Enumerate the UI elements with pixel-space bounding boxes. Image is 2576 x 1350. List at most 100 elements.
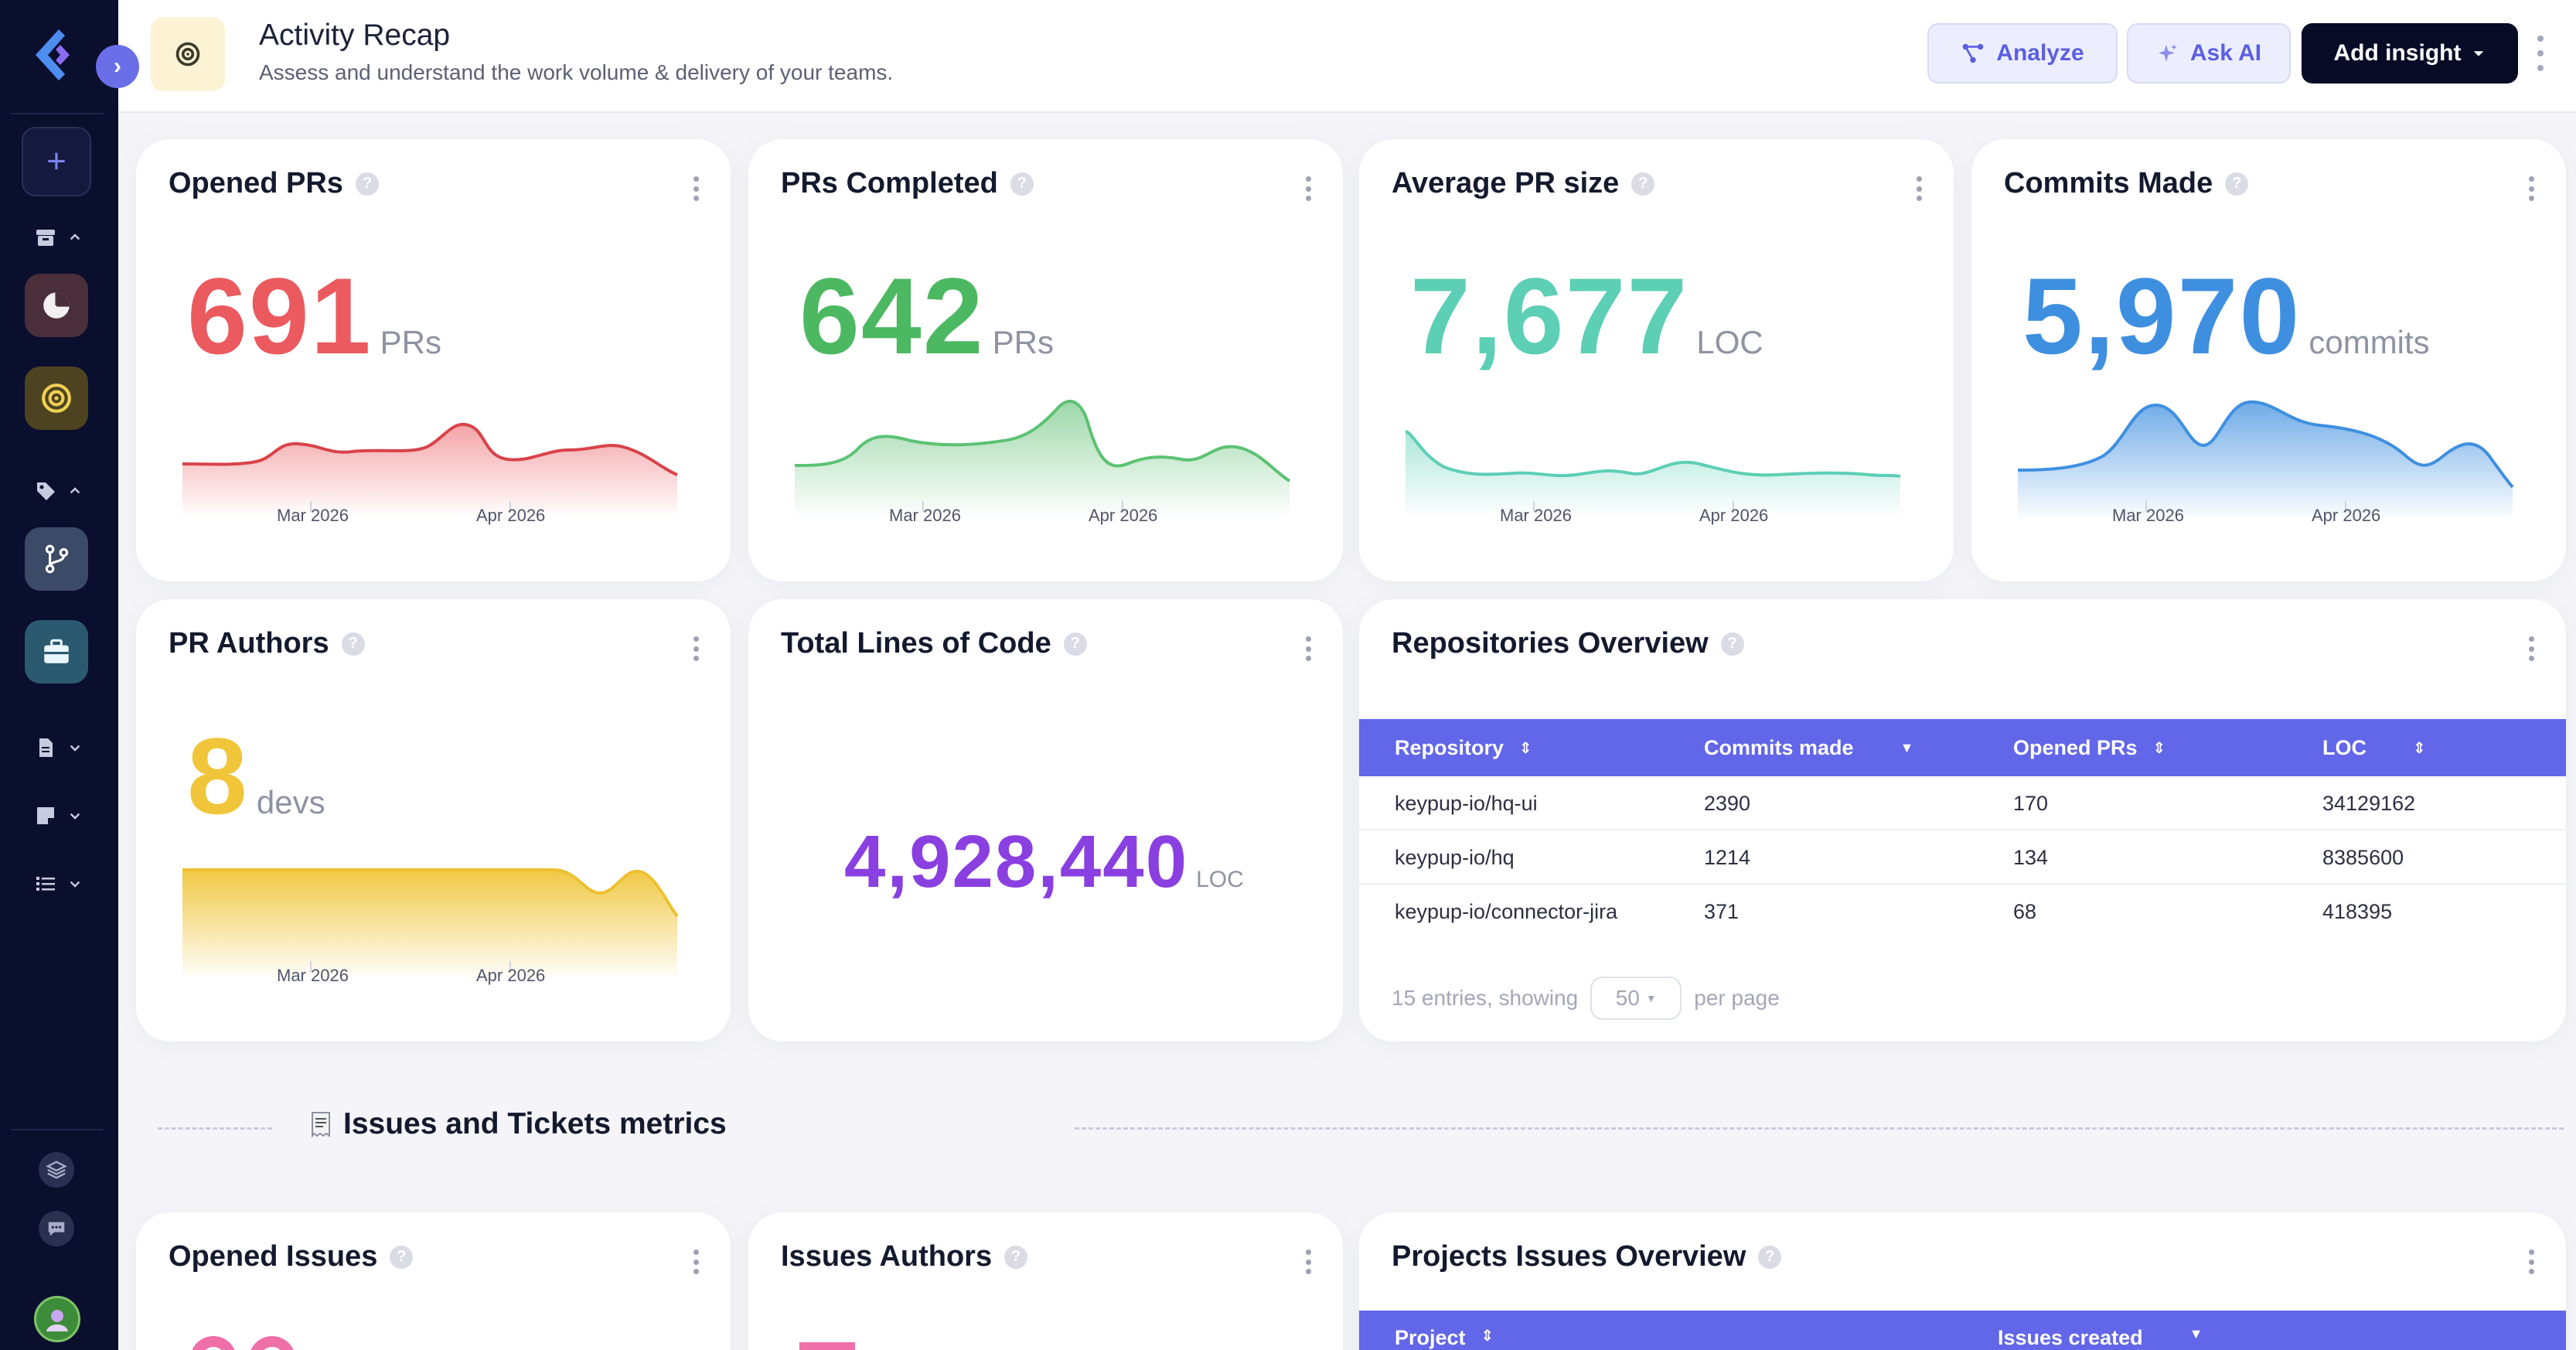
plus-icon: + xyxy=(46,142,66,180)
sidebar-group-lists[interactable] xyxy=(34,872,82,895)
sidebar-group-notes[interactable] xyxy=(34,804,82,827)
help-icon[interactable]: ? xyxy=(2225,172,2249,196)
card-menu-icon[interactable] xyxy=(2527,1249,2535,1274)
card-menu-icon[interactable] xyxy=(1304,1249,1312,1274)
header-more-icon[interactable] xyxy=(2535,36,2546,71)
sidebar: › + xyxy=(0,0,139,1350)
card-title: Average PR size? xyxy=(1392,167,1655,200)
card-opened-prs: Opened PRs? 691 PRs Mar 2026 Apr 2026 xyxy=(136,139,731,581)
sidebar-divider xyxy=(11,1129,104,1130)
x-axis-label: Mar 2026 xyxy=(2112,506,2184,525)
cell-loc: 34129162 xyxy=(2322,791,2416,815)
expand-sidebar-button[interactable]: › xyxy=(96,45,139,88)
avg-pr-size-sparkline xyxy=(1406,430,1901,518)
card-repositories-overview: Repositories Overview? Repository ⇕ Commi… xyxy=(1359,599,2566,1041)
chevron-right-icon: › xyxy=(114,53,121,79)
table-header: Project ⇕ Issues created ▼ xyxy=(1359,1311,2566,1350)
sort-icon: ⇕ xyxy=(2413,739,2426,757)
card-menu-icon[interactable] xyxy=(692,176,700,201)
sparkle-icon xyxy=(2158,44,2177,62)
add-dashboard-button[interactable]: + xyxy=(22,127,91,196)
sidebar-group-tags[interactable] xyxy=(34,479,82,503)
cell-loc: 8385600 xyxy=(2322,845,2404,869)
logo[interactable] xyxy=(29,26,87,84)
card-menu-icon[interactable] xyxy=(1304,176,1312,201)
column-header-project[interactable]: Project ⇕ xyxy=(1395,1326,1494,1349)
metric-value-partial xyxy=(249,1336,295,1350)
cell-opened-prs: 68 xyxy=(2013,899,2037,923)
column-header-commits[interactable]: Commits made ▼ xyxy=(1704,735,1914,759)
card-menu-icon[interactable] xyxy=(692,636,700,661)
cell-commits: 371 xyxy=(1704,899,1739,923)
column-header-issues-created[interactable]: Issues created ▼ xyxy=(1998,1326,2203,1349)
card-menu-icon[interactable] xyxy=(2527,176,2535,201)
x-axis-label: Apr 2026 xyxy=(1699,506,1769,525)
analyze-button[interactable]: Analyze xyxy=(1927,23,2118,84)
help-icon[interactable]: ? xyxy=(1063,632,1087,656)
column-header-repository[interactable]: Repository ⇕ xyxy=(1395,735,1532,759)
pager-prefix: 15 entries, showing xyxy=(1392,986,1579,1010)
receipt-icon xyxy=(312,1112,330,1137)
avatar[interactable] xyxy=(34,1296,80,1342)
sidebar-divider xyxy=(11,113,104,114)
sidebar-item-git-dashboard[interactable] xyxy=(25,527,88,591)
sidebar-item-work-dashboard[interactable] xyxy=(25,620,88,684)
ask-ai-button[interactable]: Ask AI xyxy=(2127,23,2291,84)
card-menu-icon[interactable] xyxy=(1915,176,1923,201)
x-axis-label: Apr 2026 xyxy=(476,966,546,985)
help-icon[interactable]: ? xyxy=(1010,172,1034,196)
archive-icon xyxy=(36,230,55,246)
cell-opened-prs: 134 xyxy=(2013,845,2049,869)
chat-button[interactable] xyxy=(39,1211,74,1246)
help-icon[interactable]: ? xyxy=(341,632,365,656)
column-header-opened-prs[interactable]: Opened PRs ⇕ xyxy=(2013,735,2166,759)
help-icon[interactable]: ? xyxy=(1004,1245,1028,1269)
table-row[interactable]: keypup-io/hq 1214 134 8385600 xyxy=(1359,830,2566,885)
sort-desc-icon: ▼ xyxy=(1900,739,1914,755)
sidebar-group-dashboards[interactable] xyxy=(34,226,82,249)
sidebar-item-pie-dashboard[interactable] xyxy=(25,274,88,337)
card-menu-icon[interactable] xyxy=(2527,636,2535,661)
metric-value: 8 devs xyxy=(187,715,325,837)
sidebar-item-activity-recap[interactable] xyxy=(25,366,88,430)
add-insight-button[interactable]: Add insight xyxy=(2302,23,2518,84)
chat-icon xyxy=(48,1222,65,1236)
help-icon[interactable]: ? xyxy=(390,1245,414,1269)
page-size-select[interactable]: 50 ▼ xyxy=(1590,977,1682,1020)
help-icon[interactable]: ? xyxy=(1631,172,1655,196)
cell-opened-prs: 170 xyxy=(2013,791,2049,815)
list-icon xyxy=(36,877,55,891)
x-axis-label: Mar 2026 xyxy=(277,506,349,525)
card-title: Commits Made? xyxy=(2004,167,2249,200)
table-header: Repository ⇕ Commits made ▼ Opened PRs ⇕ LO… xyxy=(1359,719,2566,776)
card-menu-icon[interactable] xyxy=(1304,636,1312,661)
card-pr-authors: PR Authors? 8 devs Mar 2026 Apr 2026 xyxy=(136,599,731,1041)
x-axis-label: Apr 2026 xyxy=(2312,506,2381,525)
card-title: PRs Completed? xyxy=(781,167,1034,200)
metric-value: 5,970 commits xyxy=(2022,255,2430,377)
card-average-pr-size: Average PR size? 7,677 LOC Mar 2026 Apr 2… xyxy=(1359,139,1954,581)
help-icon[interactable]: ? xyxy=(1720,632,1744,656)
card-menu-icon[interactable] xyxy=(692,1249,700,1274)
opened-prs-sparkline xyxy=(182,422,678,518)
card-title: Opened Issues? xyxy=(169,1240,414,1273)
column-header-loc[interactable]: LOC ⇕ xyxy=(2322,735,2426,759)
help-icon[interactable]: ? xyxy=(355,172,379,196)
page-size-value: 50 xyxy=(1615,986,1640,1010)
help-icon[interactable]: ? xyxy=(1758,1245,1782,1269)
tag-icon xyxy=(37,482,55,500)
table-row[interactable]: keypup-io/hq-ui 2390 170 34129162 xyxy=(1359,776,2566,830)
table-row[interactable]: keypup-io/connector-jira 371 68 418395 xyxy=(1359,885,2566,939)
cell-repository: keypup-io/hq xyxy=(1395,845,1515,869)
metric-value: 7,677 LOC xyxy=(1410,255,1763,377)
sidebar-group-documents[interactable] xyxy=(34,736,82,759)
section-title: Issues and Tickets metrics xyxy=(309,1107,727,1141)
user-avatar-icon xyxy=(46,1310,68,1331)
chevron-up-icon xyxy=(70,234,80,240)
page-title: Activity Recap xyxy=(259,19,451,52)
layers-button[interactable] xyxy=(39,1152,74,1188)
card-title: PR Authors? xyxy=(169,627,365,660)
cell-loc: 418395 xyxy=(2322,899,2393,923)
x-axis-label: Mar 2026 xyxy=(277,966,349,985)
caret-down-icon: ▼ xyxy=(1645,992,1657,1004)
